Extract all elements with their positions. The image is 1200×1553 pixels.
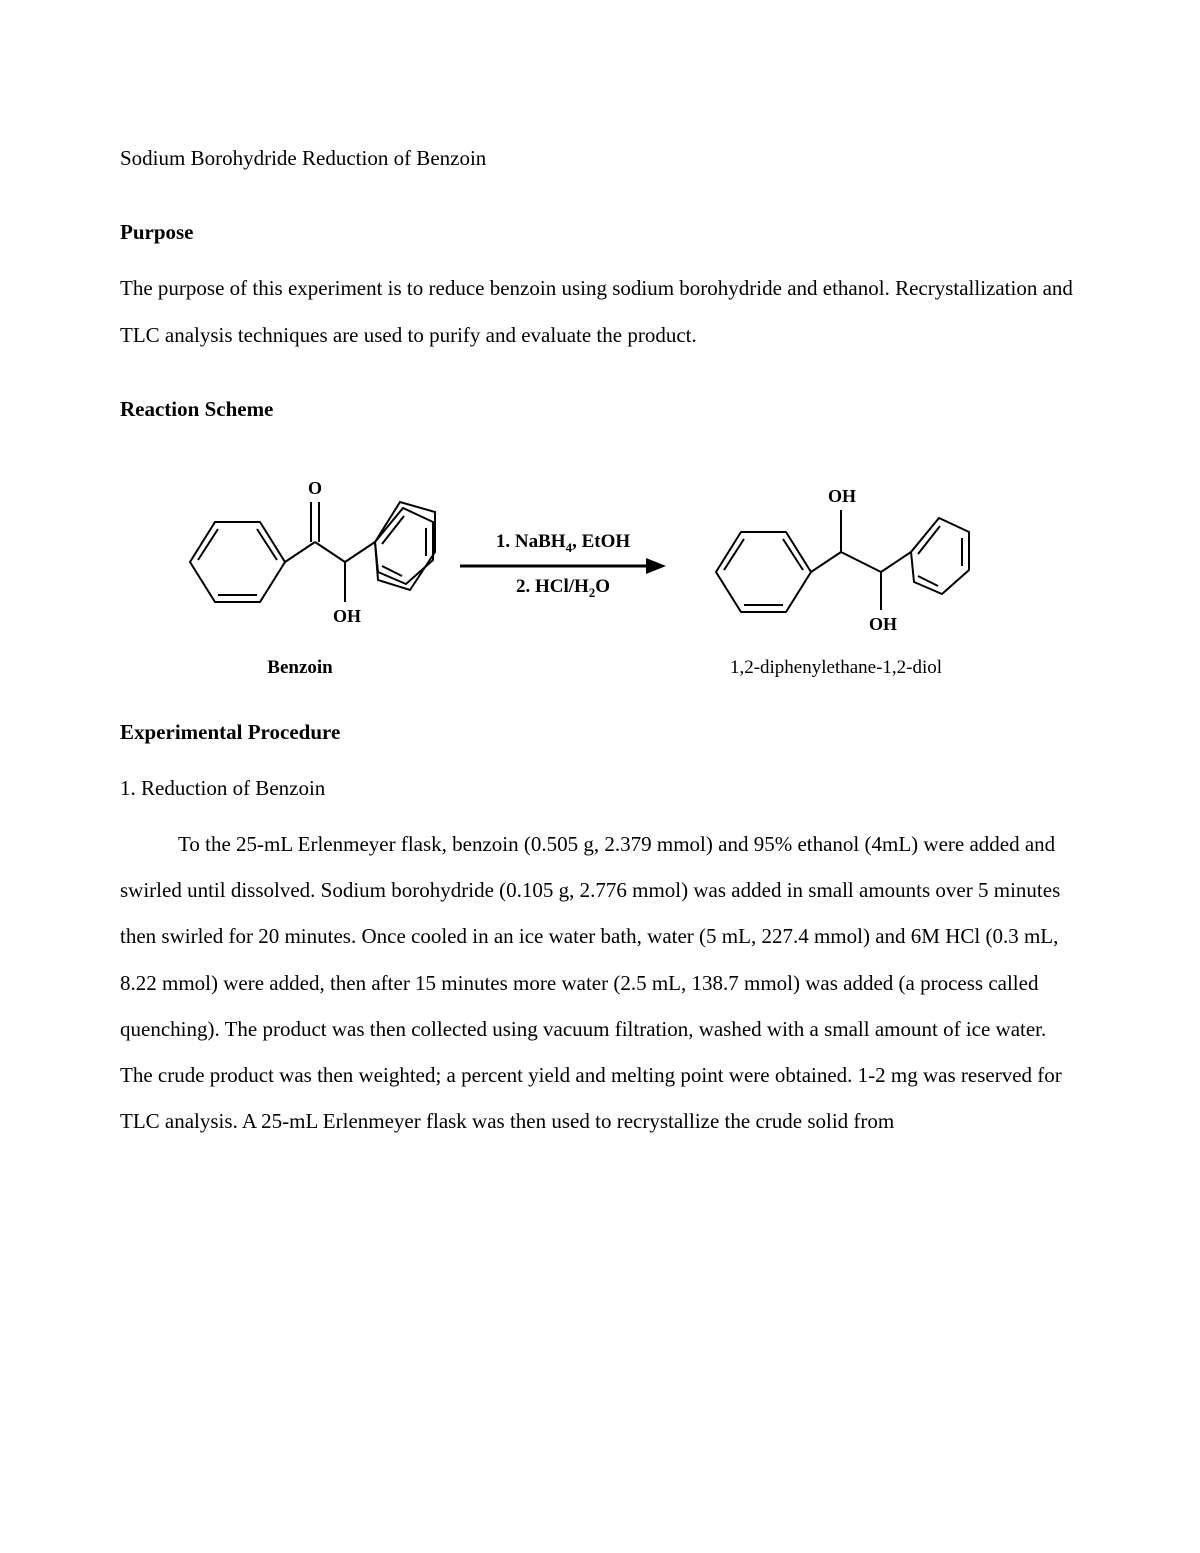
cond2-suffix: O [595, 576, 610, 597]
reaction-scheme-row: O OH Benzoin 1. NaBH4, EtOH 2. HCl/H2O [120, 446, 1080, 681]
conditions-line-1: 1. NaBH4, EtOH [496, 532, 630, 555]
document-page: Sodium Borohydride Reduction of Benzoin … [0, 0, 1200, 1204]
cond2-prefix: 2. HCl/H [516, 576, 589, 597]
reactant-structure: O OH Benzoin [160, 452, 440, 681]
atom-oh-label: OH [333, 606, 361, 626]
document-title: Sodium Borohydride Reduction of Benzoin [120, 135, 1080, 181]
experimental-subhead: 1. Reduction of Benzoin [120, 765, 1080, 811]
product-svg: OH OH [686, 452, 986, 642]
cond1-prefix: 1. NaBH [496, 531, 566, 552]
purpose-text: The purpose of this experiment is to red… [120, 265, 1080, 357]
atom-oh-label-1: OH [828, 486, 856, 506]
experimental-body: To the 25-mL Erlenmeyer flask, benzoin (… [120, 821, 1080, 1144]
experimental-heading: Experimental Procedure [120, 709, 1080, 755]
reaction-arrow-icon [458, 555, 668, 577]
reaction-scheme-heading: Reaction Scheme [120, 386, 1080, 432]
atom-o-label: O [308, 478, 322, 498]
reaction-arrow-block: 1. NaBH4, EtOH 2. HCl/H2O [458, 532, 668, 600]
reactant-caption: Benzoin [267, 656, 332, 681]
product-structure: OH OH 1,2-diphenylethane-1,2-diol [686, 452, 986, 681]
product-caption: 1,2-diphenylethane-1,2-diol [730, 656, 942, 681]
reaction-scheme: O OH Benzoin 1. NaBH4, EtOH 2. HCl/H2O [120, 446, 1080, 681]
conditions-line-2: 2. HCl/H2O [516, 577, 610, 600]
purpose-heading: Purpose [120, 209, 1080, 255]
atom-oh-label-2: OH [869, 614, 897, 634]
benzoin-svg: O OH [160, 452, 440, 642]
cond1-suffix: , EtOH [572, 531, 630, 552]
